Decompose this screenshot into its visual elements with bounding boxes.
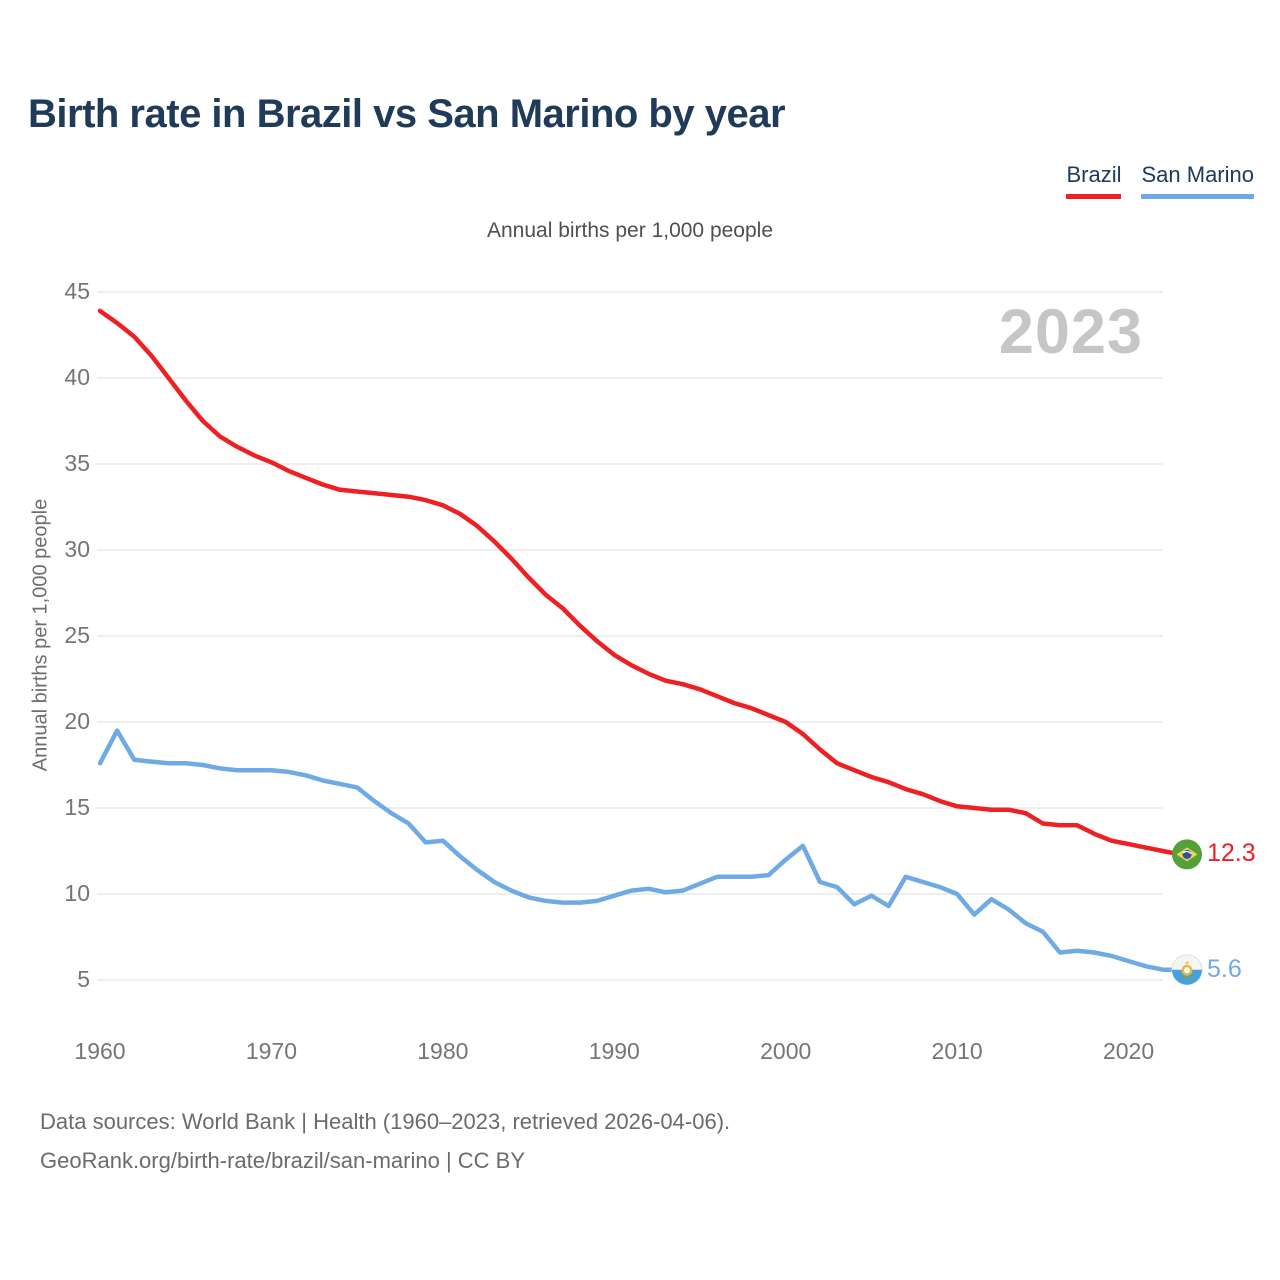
series-line-san-marino[interactable] [97,728,1183,972]
legend-label-brazil: Brazil [1066,162,1122,187]
y-tick-label: 5 [77,966,90,992]
footer: Data sources: World Bank | Health (1960–… [40,1102,730,1180]
legend-item-san-marino[interactable]: San Marino [1141,162,1254,199]
x-tick-label: 2020 [1102,1038,1155,1064]
watermark-year: 2023 [998,297,1143,367]
series-end-value-brazil: 12.3 [1207,839,1256,868]
san-marino-flag-icon [1171,954,1203,986]
x-tick-label: 1970 [245,1038,297,1064]
x-tick-label: 1980 [417,1038,469,1064]
y-tick-label: 40 [64,364,90,390]
x-tick-label: 1960 [74,1038,126,1064]
brazil-flag-icon [1172,839,1202,870]
legend-label-san-marino: San Marino [1141,162,1254,187]
legend-item-brazil[interactable]: Brazil [1066,162,1122,199]
page-title: Birth rate in Brazil vs San Marino by ye… [28,92,786,136]
y-tick-label: 30 [64,536,90,562]
footer-attribution: GeoRank.org/birth-rate/brazil/san-marino… [40,1148,526,1173]
y-tick-label: 25 [64,622,90,648]
series-line-brazil[interactable] [97,308,1183,857]
chart-legend: Brazil San Marino [1066,162,1254,199]
y-tick-label: 35 [64,450,90,476]
y-tick-label: 15 [64,794,90,820]
y-tick-label: 20 [64,708,90,734]
footer-data-sources: Data sources: World Bank | Health (1960–… [40,1109,731,1134]
series-end-value-san-marino: 5.6 [1207,954,1242,983]
y-tick-label: 45 [64,278,90,304]
x-tick-label: 2010 [931,1038,983,1064]
x-tick-label: 2000 [760,1038,812,1064]
y-tick-label: 10 [64,880,90,906]
chart-subtitle: Annual births per 1,000 people [486,219,774,242]
x-tick-label: 1990 [588,1038,640,1064]
